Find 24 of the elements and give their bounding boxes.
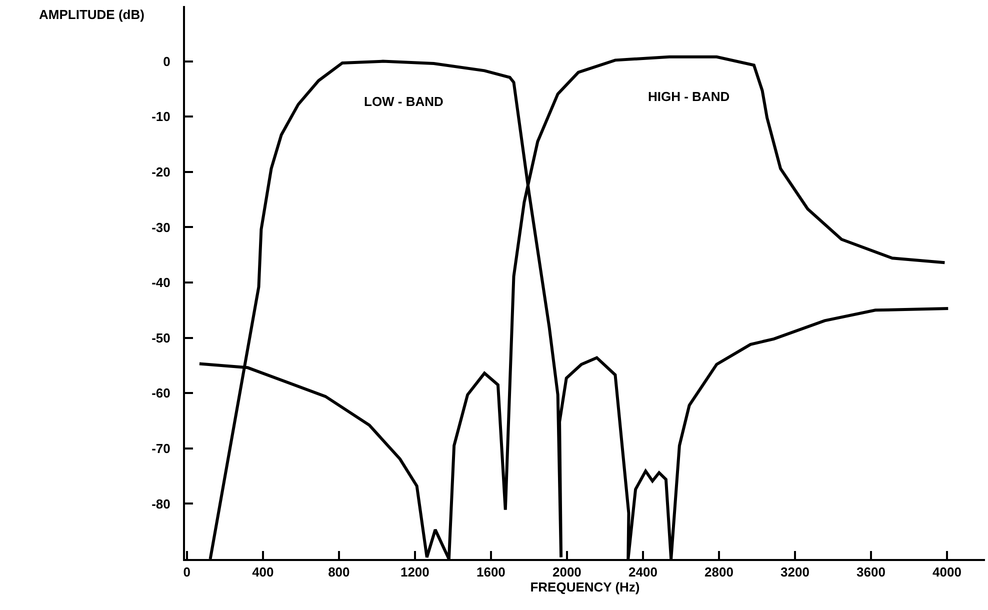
x-tick-label: 2800 xyxy=(704,564,734,580)
y-tick-label: -40 xyxy=(152,275,170,290)
x-tick-label: 4000 xyxy=(932,564,962,580)
text: LOW - BAND xyxy=(364,94,444,109)
x-tick-label: 3600 xyxy=(856,564,886,580)
x-tick-label: 2000 xyxy=(552,564,582,580)
x-tick-label: 400 xyxy=(252,564,274,580)
x-axis-title: FREQUENCY (Hz) xyxy=(530,580,640,595)
y-tick-label: -50 xyxy=(152,330,170,346)
x-tick-label: 800 xyxy=(328,564,350,580)
x-tick-label: 3200 xyxy=(780,564,810,580)
y-tick-label: 0 xyxy=(163,54,170,69)
y-tick-label: -80 xyxy=(152,496,170,512)
y-tick-label: -60 xyxy=(152,386,170,401)
text: HIGH - BAND xyxy=(648,89,730,104)
y-tick-label: -70 xyxy=(152,440,170,456)
y-tick-label: -20 xyxy=(152,164,170,180)
x-tick-label: 2400 xyxy=(628,564,658,580)
y-tick-label: -10 xyxy=(152,109,170,124)
x-tick-label: 1600 xyxy=(476,564,506,580)
y-axis-title: AMPLITUDE (dB) xyxy=(39,7,144,22)
x-tick-label: 1200 xyxy=(400,564,430,580)
y-tick-label: -30 xyxy=(152,220,170,235)
x-tick-label: 0 xyxy=(183,564,191,580)
